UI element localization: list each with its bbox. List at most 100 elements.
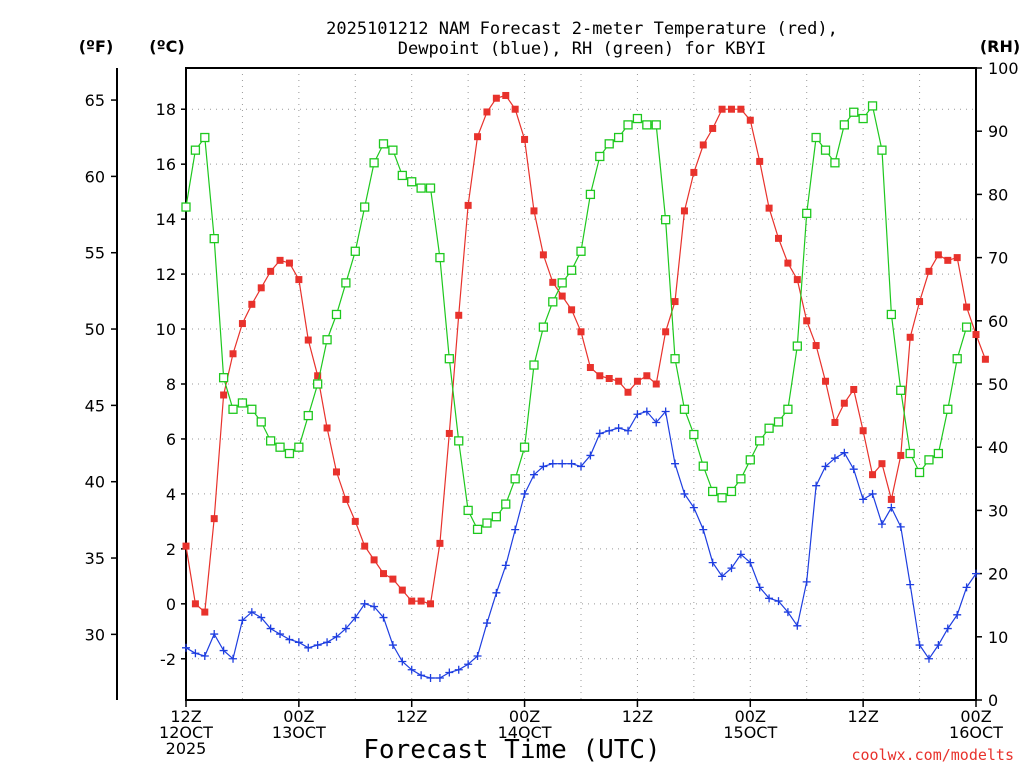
rh-tick-label: 80 [988, 185, 1008, 204]
rh-point [576, 246, 586, 256]
dewpoint-point [934, 641, 943, 650]
temperature-line [185, 94, 986, 614]
rh-point [623, 120, 633, 130]
dewpoint-point [247, 608, 256, 617]
rh-point [425, 183, 436, 193]
rh-point [501, 499, 511, 509]
time-tick-label: 00Z [283, 707, 314, 726]
rh-point [491, 512, 502, 522]
celsius-tick-label: 8 [166, 375, 176, 394]
rh-point [604, 139, 614, 149]
rh-point [924, 455, 934, 465]
rh-point [642, 120, 652, 130]
dewpoint-point [332, 632, 341, 641]
celsius-tick-label: 4 [166, 485, 176, 504]
temperature-point [652, 380, 660, 388]
rh-point [905, 448, 915, 459]
temperature-point [596, 372, 604, 380]
dewpoint-point [417, 671, 426, 680]
celsius-tick-label: 14 [156, 210, 176, 229]
dewpoint-point [746, 558, 755, 567]
rh-point [585, 189, 596, 200]
dewpoint-point [783, 608, 792, 617]
time-tick-label: 12Z [847, 707, 878, 726]
rh-point [275, 442, 285, 452]
dewpoint-point [567, 459, 576, 468]
dewpoint-point [445, 668, 454, 677]
rh-point [613, 132, 624, 143]
dewpoint-point [200, 652, 209, 661]
rh-point [388, 145, 398, 155]
dewpoint-point [671, 459, 680, 468]
celsius-tick-label: 18 [156, 100, 176, 119]
temperature-point [304, 336, 312, 344]
dewpoint-point [689, 503, 698, 512]
temperature-point [906, 333, 914, 341]
rh-point [548, 297, 558, 307]
dewpoint-point [953, 610, 962, 619]
dewpoint-point [642, 407, 651, 416]
rh-point [632, 113, 643, 124]
rh-point [529, 360, 539, 370]
rh-point [472, 524, 483, 535]
dewpoint-point [464, 660, 473, 669]
dewpoint-point [972, 569, 980, 578]
dewpoint-point [840, 448, 849, 457]
plot-frame [185, 67, 977, 701]
dewpoint-point [482, 619, 491, 628]
dewpoint-point [388, 641, 397, 650]
rh-point [444, 354, 454, 364]
fahrenheit-tick-label: 60 [85, 167, 105, 186]
fahrenheit-tick-label: 40 [85, 473, 105, 492]
rh-point [792, 341, 802, 351]
temperature-point [314, 372, 322, 380]
temperature-point [859, 427, 867, 435]
dewpoint-point [294, 638, 303, 647]
temperature-point [201, 608, 209, 616]
rh-point [331, 309, 342, 320]
temperature-point [586, 364, 594, 372]
rh-tick-label: 30 [988, 501, 1008, 520]
dewpoint-point [661, 407, 670, 416]
temperature-point [474, 133, 482, 141]
dewpoint-point [877, 520, 886, 529]
dewpoint-point [511, 525, 520, 534]
dewpoint-point [859, 495, 868, 504]
dewpoint-point [285, 635, 294, 644]
rh-tick-label: 90 [988, 122, 1008, 141]
temperature-point [182, 542, 190, 550]
time-tick-label: 00Z [735, 707, 766, 726]
dewpoint-point [614, 423, 623, 432]
temperature-point [916, 298, 924, 306]
rh-point [557, 278, 567, 288]
temperature-point [784, 259, 792, 267]
time-tick-label: 00Z [960, 707, 991, 726]
rh-point [407, 177, 417, 187]
dewpoint-point [276, 630, 285, 639]
rh-point [595, 151, 605, 162]
rh-tick-label: 100 [988, 59, 1019, 78]
celsius-unit-label: (ºC) [149, 37, 184, 56]
dewpoint-point [323, 638, 332, 647]
rh-point [867, 101, 878, 111]
temperature-point [191, 600, 199, 608]
temperature-point [323, 424, 331, 432]
temperature-point [436, 539, 444, 547]
temperature-point [511, 105, 519, 113]
rh-point [416, 183, 426, 193]
rh-point [952, 354, 962, 364]
temperature-point [850, 385, 858, 393]
temperature-point [427, 600, 435, 608]
temperature-point [643, 372, 651, 380]
rh-point [839, 120, 849, 130]
rh-point [961, 322, 972, 332]
time-tick-label: 15OCT [723, 723, 777, 742]
rh-point [482, 518, 492, 528]
temperature-point [727, 105, 735, 113]
chart-title-line-1: 2025101212 NAM Forecast 2-meter Temperat… [326, 19, 838, 39]
dewpoint-point [398, 657, 407, 666]
temperature-point [756, 157, 764, 165]
temperature-point [615, 377, 623, 385]
temperature-point [276, 256, 284, 264]
rh-point [228, 404, 238, 414]
